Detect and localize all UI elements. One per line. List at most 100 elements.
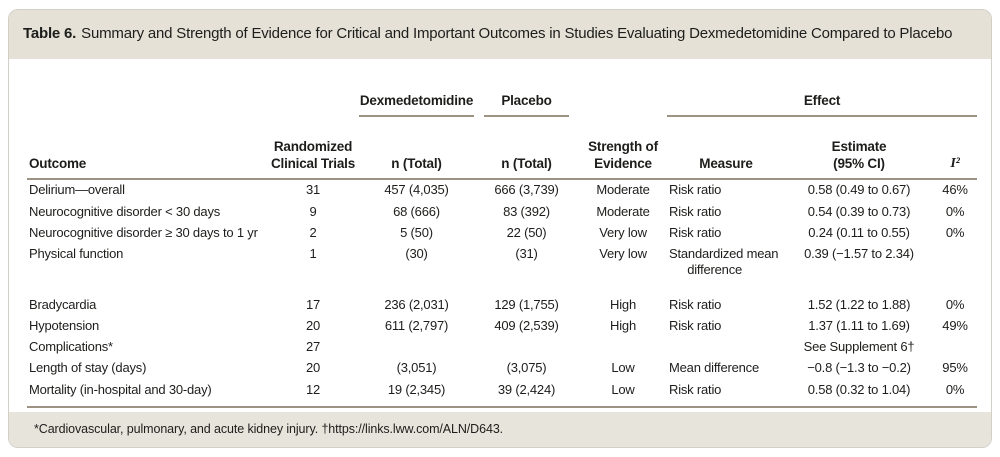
table-cell: Very low [599,246,647,262]
table-cell [667,337,785,358]
group-effect: Effect [667,69,978,135]
table-cell: 22 (50) [506,224,547,240]
table-rows: Delirium—overall 31 457 (4,035) 666 (3,739)… [27,179,978,408]
table-cell: 0.58 (0.49 to 0.67) [807,182,911,198]
table-row: Length of stay (days) 20 (3,051) (3,075) Low… [27,358,977,379]
table-cell: 409 (2,539) [494,317,559,333]
group-spacer [579,69,667,135]
table-cell: Moderate [596,182,650,198]
table-cell: Risk ratio [669,296,722,312]
table-cell: Risk ratio [669,182,722,198]
table-cell: 1.37 (1.11 to 1.69) [808,317,910,333]
table-cell: 12 [267,379,359,408]
column-header-row: Outcome Randomized Clinical Trials n (To… [27,134,978,180]
table-cell [359,337,474,358]
table-cell: Risk ratio [669,224,722,240]
group-dexmedetomidine: Dexmedetomidine [359,69,474,135]
col-header-placebo-n-total: n (Total) [474,134,579,180]
table-cell: 611 (2,797) [384,317,449,333]
col-header-dex-n-total: n (Total) [359,134,474,180]
table-cell: 0.54 (0.39 to 0.73) [807,203,911,219]
table-cell: 0% [945,224,965,240]
table-cell: Length of stay (days) [29,360,147,376]
table-cell: 5 (50) [400,224,433,240]
table-cell [933,244,977,282]
table-cell: 1.52 (1.22 to 1.88) [807,296,911,312]
table-cell [933,337,977,358]
table-cell [579,337,667,358]
table-cell: Low [611,360,635,376]
group-spacer [27,69,359,135]
table-cell: Physical function [29,246,124,262]
table-row: Bradycardia 17 236 (2,031) 129 (1,755) High R… [27,294,977,315]
table-cell: Risk ratio [669,203,722,219]
col-header-measure: Measure [667,134,785,180]
table-cell: 9 [309,203,317,219]
table-cell: 1 [309,246,317,262]
footnote-band: *Cardiovascular, pulmonary, and acute ki… [9,411,991,447]
col-header-i-squared: I² [933,134,978,180]
table-cell: 0% [945,203,965,219]
table-cell: High [610,296,636,312]
table-title: Summary and Strength of Evidence for Cri… [81,25,953,42]
table-cell: 2 [309,224,317,240]
section-gap [27,281,977,294]
table-cell: (3,075) [506,360,547,376]
evidence-table: Dexmedetomidine Placebo Effect Outcome R… [27,69,978,408]
table-row: Delirium—overall 31 457 (4,035) 666 (3,739)… [27,179,977,201]
table-cell: Bradycardia [29,296,97,312]
table-cell: 20 [305,317,321,333]
table-title-band: Table 6. Summary and Strength of Evidence… [9,10,991,59]
table-cell: (3,051) [396,360,437,376]
table-row: Neurocognitive disorder < 30 days 9 68 (66… [27,201,977,222]
table-cell: High [610,317,636,333]
table-row: Complications* 27 See Supplement 6† [27,337,977,358]
col-header-estimate-ci: Estimate (95% CI) [785,134,933,180]
table-cell: 457 (4,035) [384,182,449,198]
table-body-area: Dexmedetomidine Placebo Effect Outcome R… [9,58,991,412]
table-cell: 49% [942,317,968,333]
table-cell: 27 [305,339,321,355]
table-row: Mortality (in-hospital and 30-day) 12 19 (… [27,379,978,408]
table-cell: 666 (3,739) [494,182,559,198]
table-cell: Very low [599,224,647,240]
table-cell [474,337,579,358]
table-cell: (30) [405,246,428,262]
table-cell: 39 (2,424) [474,379,579,408]
table-cell: (31) [515,246,538,262]
table6-panel: Table 6. Summary and Strength of Evidence… [8,9,992,448]
table-cell: 20 [305,360,321,376]
table-cell: Complications* [29,339,113,355]
col-header-strength-of-evidence: Strength of Evidence [579,134,667,180]
group-placebo: Placebo [474,69,579,135]
table-cell: 31 [305,182,321,198]
table-cell: Risk ratio [669,317,722,333]
table-cell: 19 (2,345) [359,379,474,408]
table-cell: 95% [942,360,968,376]
table-cell: Mortality (in-hospital and 30-day) [27,379,267,408]
table-cell: 0.58 (0.32 to 1.04) [785,379,933,408]
table-cell: 236 (2,031) [384,296,449,312]
group-effect-label: Effect [667,93,978,118]
table-number: Table 6. [23,25,77,42]
table-row: Physical function 1 (30) (31) Very low Standa… [27,244,977,282]
group-header-row: Dexmedetomidine Placebo Effect [27,69,978,135]
table-cell: 46% [942,182,968,198]
table-cell: 68 (666) [393,203,440,219]
table-cell: 83 (392) [503,203,550,219]
table-cell: Risk ratio [667,379,785,408]
table-cell: Neurocognitive disorder ≥ 30 days to 1 y… [29,224,258,240]
col-header-randomized-clinical-trials: Randomized Clinical Trials [267,134,359,180]
col-header-outcome: Outcome [27,134,267,180]
table-cell: 0.24 (0.11 to 0.55) [808,224,910,240]
table-cell: Standardized mean difference [669,246,779,278]
table-cell: Delirium—overall [29,182,125,198]
table-cell: 0% [945,296,965,312]
table-row: Hypotension 20 611 (2,797) 409 (2,539) High R… [27,315,977,336]
table-cell: 0% [933,379,978,408]
table-cell: Hypotension [29,317,100,333]
footnote-text: *Cardiovascular, pulmonary, and acute ki… [34,421,504,436]
table-cell: See Supplement 6† [803,339,915,355]
table-row: Neurocognitive disorder ≥ 30 days to 1 y… [27,222,977,243]
table-cell: 0.39 (−1.57 to 2.34) [804,246,914,262]
